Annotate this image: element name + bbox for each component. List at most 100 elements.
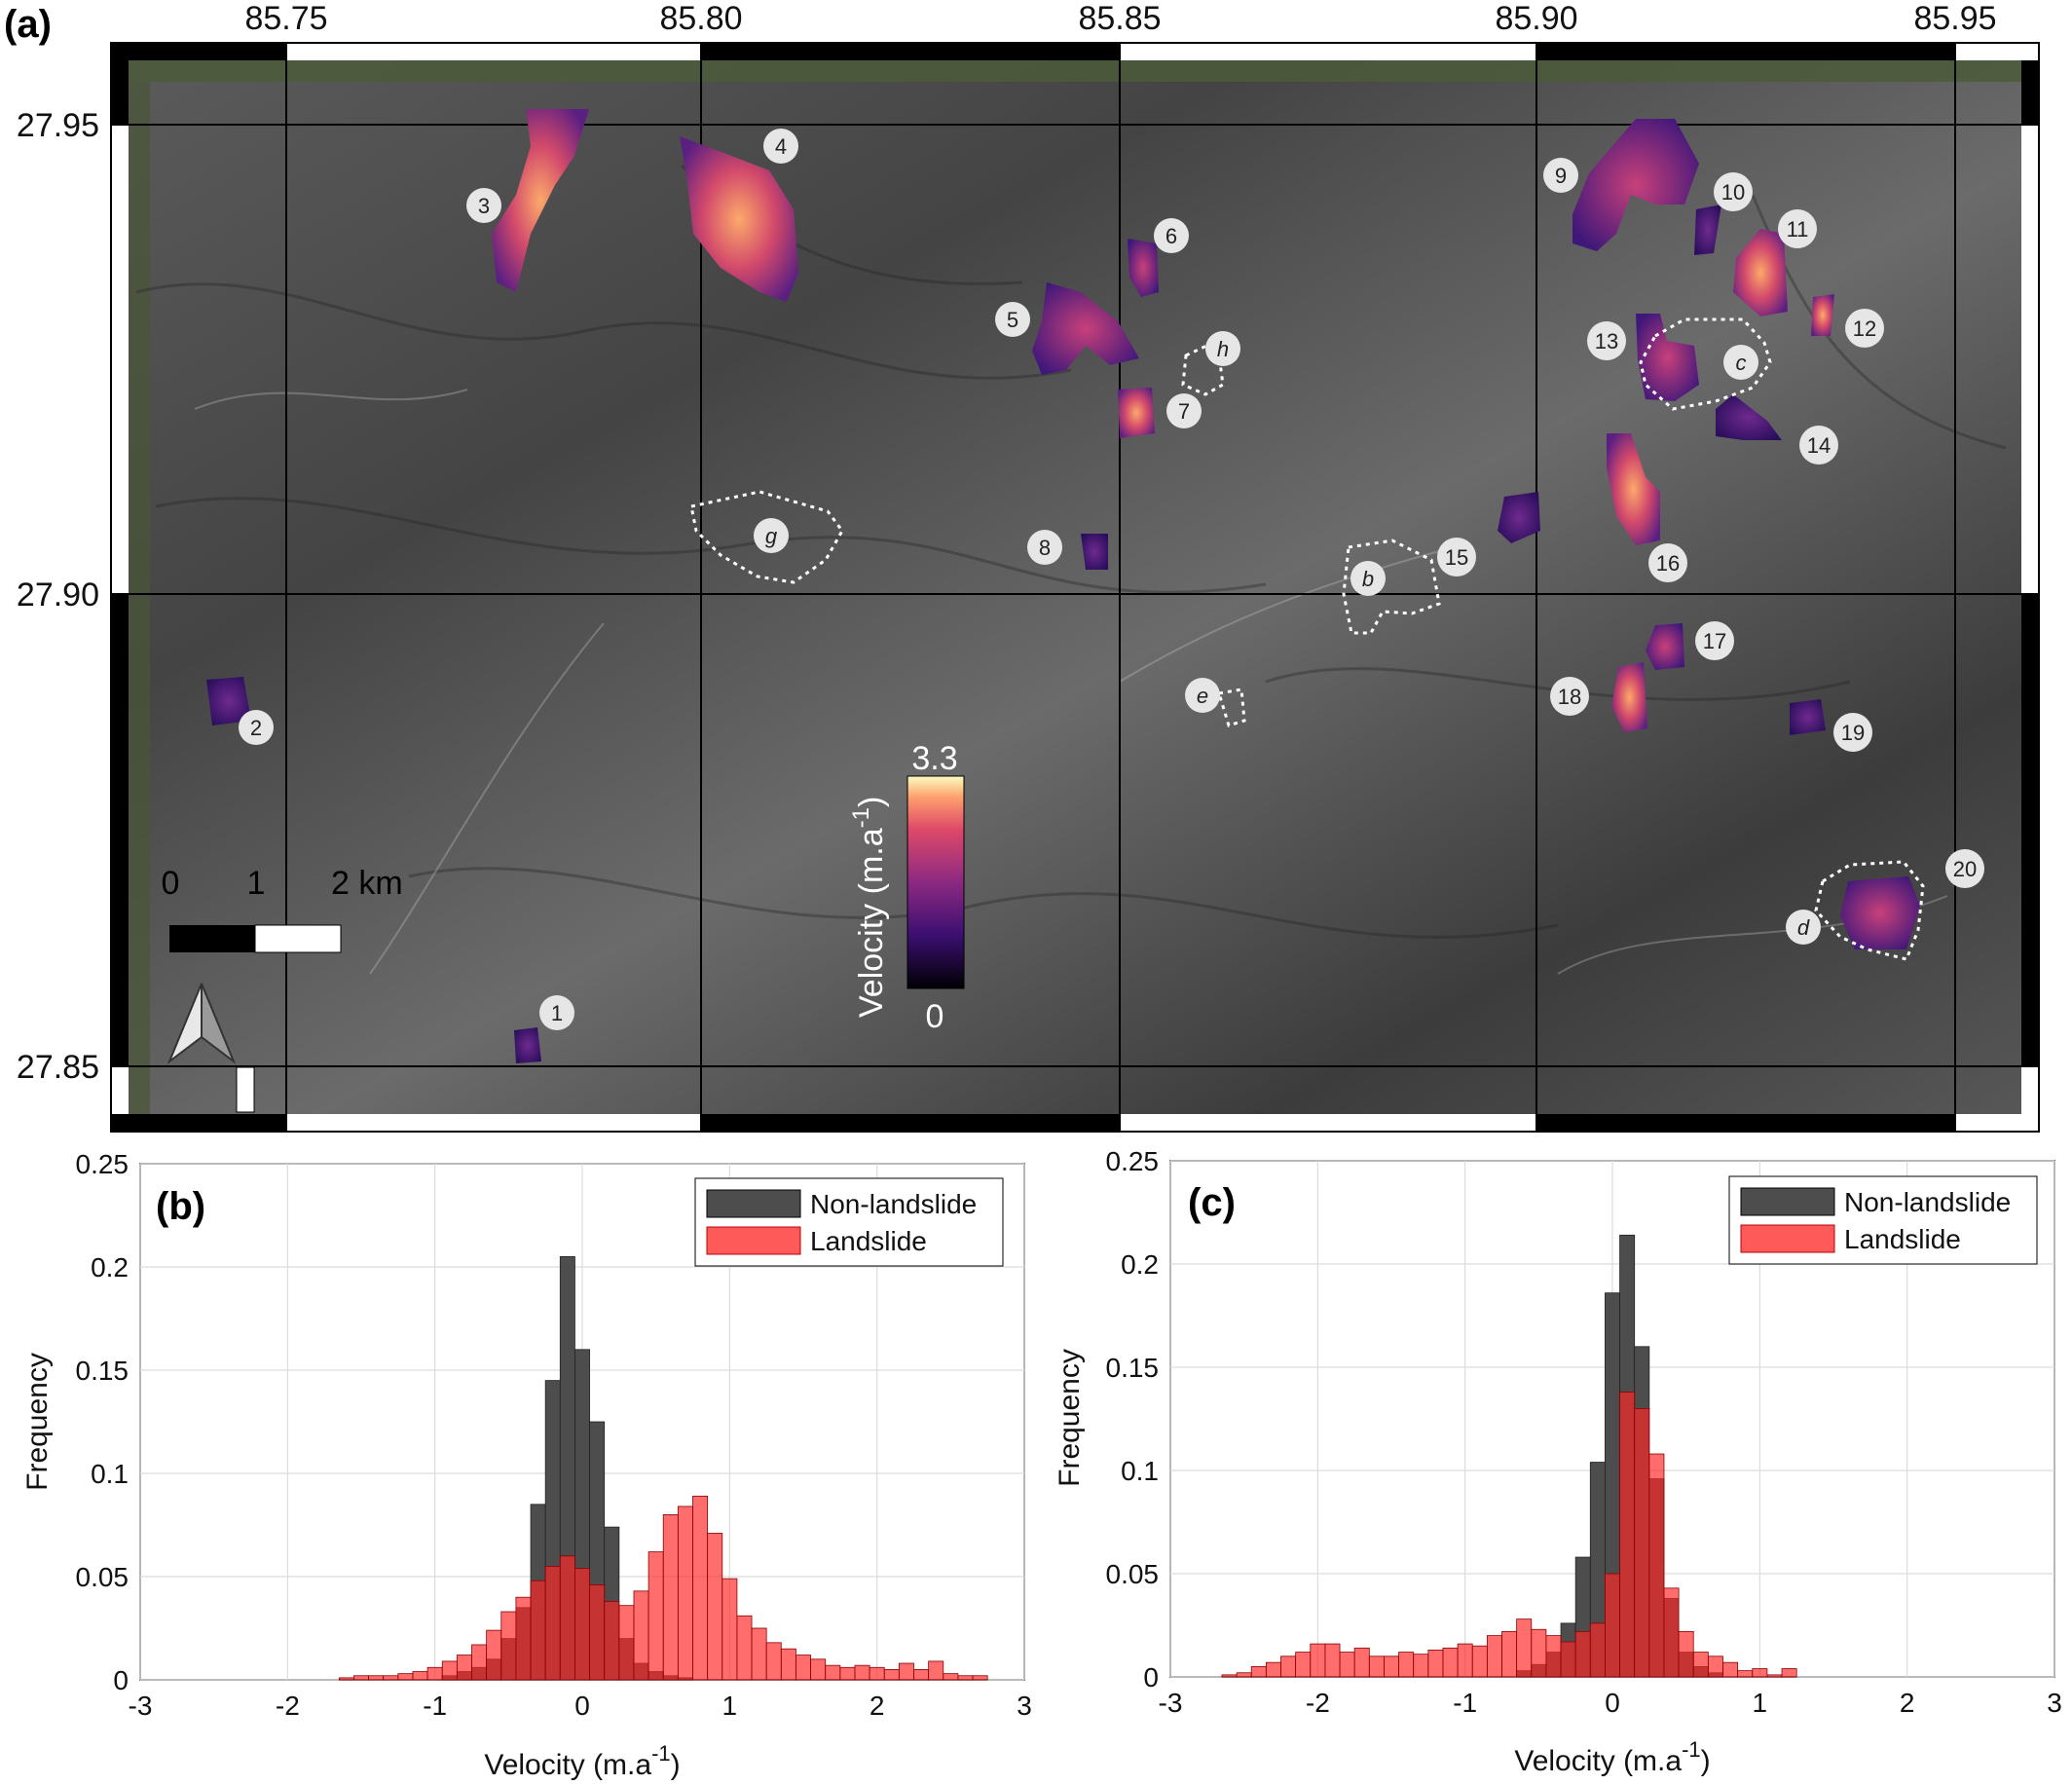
bar-landslide (928, 1660, 944, 1681)
label-8: 8 (1027, 530, 1062, 565)
landslide-patch-11 (1733, 229, 1788, 316)
zone-label-b-text: b (1362, 567, 1374, 591)
bar-landslide (1501, 1630, 1518, 1678)
bar-landslide (957, 1675, 974, 1681)
zone-label-c: c (1723, 345, 1758, 380)
landslide-patch-9 (1572, 119, 1699, 251)
landslide-patch-15 (1498, 492, 1540, 543)
zone-label-e: e (1185, 678, 1220, 713)
bar-landslide (441, 1660, 458, 1681)
legend-swatch-c-0 (1740, 1187, 1835, 1216)
north-arrow-icon (166, 983, 255, 1113)
bar-landslide (810, 1658, 827, 1681)
bar-landslide (648, 1551, 664, 1681)
bar-landslide (1663, 1587, 1680, 1678)
colorbar-gradient (906, 775, 965, 989)
zone-label-d-text: d (1797, 915, 1810, 940)
legend-label-c-1: Landslide (1844, 1224, 1961, 1254)
zone-outline-c (1639, 317, 1772, 411)
legend-b: Non-landslide Landslide (694, 1177, 1004, 1267)
bar-landslide (1324, 1643, 1341, 1678)
bar-landslide (662, 1514, 679, 1681)
y-tick-label: 0.25 (76, 1149, 130, 1179)
panel-a-label: (a) (4, 3, 52, 46)
label-15-text: 15 (1445, 545, 1468, 570)
y-tick-label: 0.1 (91, 1459, 129, 1489)
zone-label-h: h (1205, 331, 1240, 366)
bar-landslide (1678, 1630, 1694, 1678)
bar-landslide (1368, 1655, 1385, 1678)
bar-landslide (1265, 1661, 1281, 1678)
bar-landslide (1236, 1672, 1252, 1678)
panel-c-label: (c) (1188, 1181, 1236, 1224)
zone-label-g-text: g (765, 524, 778, 548)
satellite-imagery (129, 60, 2021, 1114)
bar-landslide (839, 1666, 856, 1681)
label-5-text: 5 (1007, 308, 1018, 332)
bar-landslide (1413, 1654, 1429, 1678)
label-10-text: 10 (1721, 180, 1745, 205)
landslide-patch-7 (1118, 388, 1155, 438)
label-12: 12 (1845, 309, 1884, 348)
bar-landslide (1398, 1652, 1415, 1678)
zone-label-e-text: e (1197, 684, 1208, 708)
bar-landslide (1648, 1453, 1665, 1678)
bar-landslide (471, 1644, 488, 1681)
colorbar-min: 0 (926, 998, 944, 1035)
bar-landslide (1221, 1674, 1238, 1678)
bar-landslide (559, 1555, 575, 1681)
bar-landslide (618, 1605, 635, 1681)
lon-tick-85.90: 85.90 (1495, 0, 1577, 37)
label-16-text: 16 (1656, 551, 1680, 576)
landslide-patch-1 (514, 1027, 541, 1063)
bars-b (338, 1256, 988, 1681)
y-tick-label: 0.2 (91, 1252, 129, 1283)
colorbar-title: Velocity (m.a-1) (848, 797, 890, 1018)
y-tick-label: 0.15 (76, 1356, 130, 1386)
bar-landslide (368, 1675, 385, 1681)
bar-landslide (1295, 1652, 1312, 1678)
bar-landslide (1737, 1670, 1754, 1678)
bar-landslide (825, 1664, 841, 1681)
landslide-patch-5 (1032, 282, 1139, 375)
bar-landslide (426, 1666, 443, 1681)
landslide-patch-19 (1790, 699, 1826, 735)
ticks-c: -3 -2 -1 0 1 2 3 0 0.05 0.1 0.15 0.2 0.25 (1106, 1146, 2062, 1718)
label-18-text: 18 (1558, 685, 1581, 709)
landslide-patch-13 (1636, 314, 1699, 401)
landslide-patch-16 (1607, 433, 1660, 545)
y-tick-label: 0 (113, 1665, 129, 1695)
bar-landslide (500, 1611, 517, 1681)
ylabel-c: Frequency (1054, 1349, 1086, 1487)
bar-landslide (397, 1673, 414, 1681)
label-5: 5 (995, 302, 1030, 337)
bar-landslide (765, 1642, 782, 1681)
x-tick-label: 2 (1900, 1688, 1915, 1718)
y-tick-label: 0 (1143, 1662, 1159, 1692)
bar-landslide (486, 1629, 502, 1681)
label-19: 19 (1833, 713, 1872, 752)
label-18: 18 (1550, 677, 1589, 716)
x-tick-label: -1 (1453, 1688, 1477, 1718)
zone-outline-b (1342, 539, 1441, 635)
x-tick-label: -2 (1306, 1688, 1330, 1718)
bar-landslide (633, 1590, 649, 1681)
lat-tick-27.90: 27.90 (17, 576, 99, 614)
landslide-patch-6 (1128, 239, 1159, 297)
bar-landslide (751, 1627, 767, 1681)
scale-bar-black (169, 925, 255, 952)
bar-landslide (1457, 1643, 1473, 1678)
bar-landslide (1250, 1666, 1267, 1678)
panel-b-label: (b) (156, 1185, 205, 1228)
bar-landslide (913, 1669, 930, 1681)
legend-c: Non-landslide Landslide (1728, 1175, 2038, 1265)
y-tick-label: 0.1 (1121, 1456, 1159, 1486)
bar-landslide (736, 1615, 753, 1681)
xlabel-c: Velocity (m.a-1) (1514, 1737, 1710, 1777)
landslide-patch-8 (1081, 534, 1108, 570)
bar-landslide (338, 1677, 354, 1681)
imagery-vegetation-left (129, 82, 150, 1114)
bar-landslide (1634, 1408, 1650, 1678)
label-16: 16 (1648, 543, 1687, 582)
